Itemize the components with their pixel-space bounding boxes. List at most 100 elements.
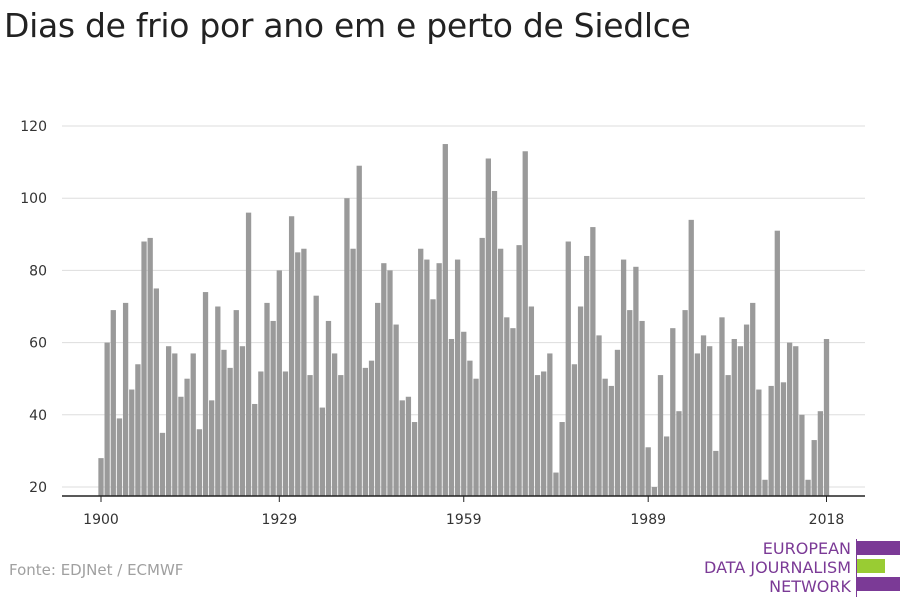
bar-1912 — [172, 353, 178, 496]
bar-1953 — [424, 259, 430, 496]
bar-1903 — [116, 418, 123, 496]
bar-1975 — [559, 422, 565, 496]
bar-1951 — [411, 422, 418, 496]
bar-1907 — [141, 241, 147, 496]
bar-1924 — [245, 212, 252, 496]
bar-1996 — [688, 219, 694, 497]
bar-1997 — [694, 353, 701, 496]
x-tick-label: 1989 — [630, 512, 666, 528]
bar-1956 — [442, 144, 448, 497]
bar-2009 — [768, 385, 774, 496]
bar-1990 — [651, 487, 657, 496]
x-tick-label: 2018 — [809, 512, 845, 528]
bar-1968 — [516, 245, 522, 496]
bar-1934 — [307, 375, 313, 496]
bar-2008 — [762, 479, 768, 496]
bar-1998 — [700, 335, 707, 496]
logo-bar-bottom — [857, 577, 900, 591]
bar-2005 — [743, 324, 750, 496]
bar-1936 — [319, 407, 325, 496]
bar-1929 — [276, 270, 282, 496]
bar-1971 — [534, 375, 541, 496]
logo-bar-middle — [857, 559, 900, 573]
bar-2001 — [719, 317, 725, 496]
bar-1946 — [381, 263, 387, 496]
bar-1979 — [584, 255, 590, 496]
bar-2002 — [725, 375, 731, 496]
bar-1974 — [553, 472, 559, 496]
edjnet-logo: EUROPEAN DATA JOURNALISM NETWORK — [700, 539, 900, 597]
bar-1910 — [159, 432, 166, 496]
bar-1901 — [104, 342, 110, 496]
bar-1948 — [393, 324, 399, 496]
bar-1958 — [454, 259, 461, 496]
bar-2017 — [817, 411, 823, 496]
bar-2006 — [750, 302, 756, 496]
bar-1943 — [362, 367, 369, 496]
bar-1989 — [645, 447, 651, 496]
bar-1900 — [98, 458, 104, 496]
bar-1942 — [356, 165, 362, 496]
bar-1993 — [670, 328, 676, 496]
bar-1902 — [110, 310, 116, 496]
bar-1954 — [430, 299, 436, 496]
bar-1917 — [202, 292, 209, 496]
bar-1940 — [344, 198, 350, 496]
bar-1959 — [461, 331, 467, 496]
bar-1995 — [682, 310, 688, 496]
bar-1927 — [264, 302, 270, 496]
bar-1904 — [122, 302, 129, 496]
bar-1967 — [510, 328, 516, 496]
bar-2015 — [805, 479, 811, 496]
bar-2004 — [737, 346, 744, 496]
bar-1909 — [153, 288, 159, 496]
bar-1935 — [313, 295, 319, 496]
y-tick-label: 40 — [29, 408, 47, 424]
bar-1916 — [196, 429, 203, 496]
chart-title: Dias de frio por ano em e perto de Siedl… — [4, 6, 691, 45]
y-tick-label: 20 — [29, 480, 47, 496]
bar-1931 — [288, 216, 295, 496]
logo-line-2: DATA JOURNALISM — [704, 558, 851, 577]
bar-1973 — [547, 353, 553, 496]
bar-1988 — [639, 320, 645, 496]
bar-1992 — [664, 436, 670, 496]
bar-1957 — [448, 338, 455, 496]
bar-2007 — [756, 389, 762, 496]
y-tick-label: 60 — [29, 336, 47, 352]
bar-1965 — [498, 248, 504, 496]
bar-1976 — [565, 241, 571, 496]
bar-1985 — [620, 259, 627, 496]
bar-1922 — [233, 310, 239, 496]
bar-1945 — [375, 302, 381, 496]
bar-1930 — [282, 371, 289, 496]
logo-line-3: NETWORK — [769, 577, 851, 596]
bar-2010 — [774, 230, 780, 496]
x-tick-label: 1959 — [446, 512, 482, 528]
bar-1915 — [190, 353, 196, 496]
y-tick-label: 120 — [20, 119, 47, 135]
bar-1906 — [135, 364, 141, 496]
x-tick-label: 1900 — [83, 512, 119, 528]
bar-1977 — [571, 364, 578, 496]
bar-1986 — [627, 310, 633, 496]
bar-1972 — [541, 371, 547, 496]
bar-1947 — [387, 270, 393, 496]
bar-1944 — [368, 360, 375, 496]
bar-1926 — [258, 371, 264, 496]
bar-1908 — [147, 237, 153, 496]
bar-1994 — [676, 411, 682, 496]
bar-1987 — [633, 266, 639, 496]
bar-2013 — [793, 346, 799, 496]
bar-1937 — [325, 320, 332, 496]
bar-1982 — [602, 378, 608, 496]
bar-1962 — [479, 237, 485, 496]
bar-2016 — [811, 440, 817, 496]
y-tick-label: 80 — [29, 263, 47, 279]
bar-1938 — [331, 353, 338, 496]
bar-1961 — [473, 378, 479, 496]
bar-2000 — [713, 450, 719, 496]
bar-2011 — [780, 382, 787, 496]
bar-1984 — [614, 349, 621, 496]
